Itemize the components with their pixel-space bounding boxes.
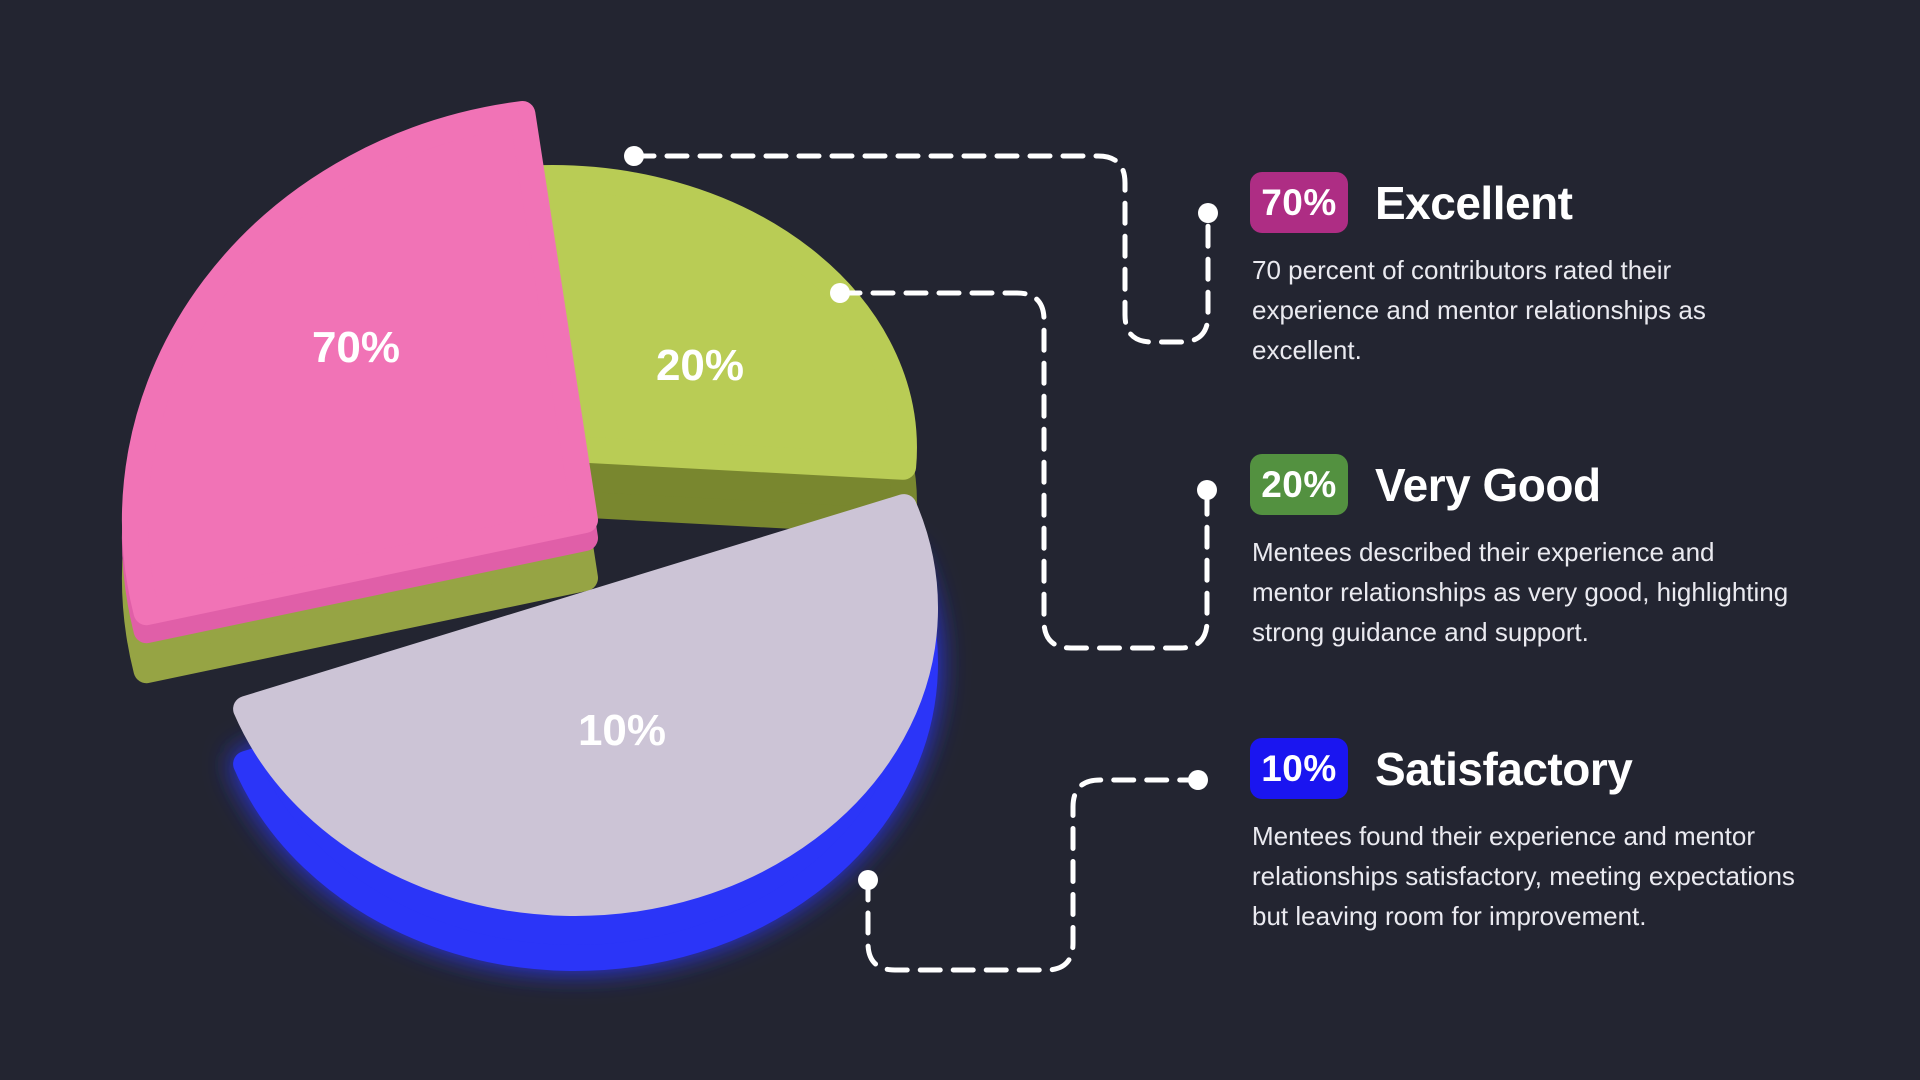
legend-title-satisfactory: Satisfactory: [1375, 742, 1633, 795]
pie-slice-excellent: [121, 101, 598, 626]
connector-line-very-good: [837, 290, 1210, 651]
legend-description-satisfactory: Mentees found their experience and mento…: [1252, 821, 1795, 931]
connector-lines: [624, 146, 1218, 973]
pie-slices: 20% 70% 10%: [121, 101, 939, 971]
legend-header: 10% Satisfactory: [1250, 738, 1810, 799]
pie-slice-satisfactory: [233, 494, 939, 916]
connector-dot: [1198, 203, 1218, 223]
connector-dot: [858, 870, 878, 890]
legend-item-excellent: 70% Excellent 70 percent of contributors…: [1250, 172, 1810, 370]
legend-item-satisfactory: 10% Satisfactory Mentees found their exp…: [1250, 738, 1810, 936]
legend-title-excellent: Excellent: [1375, 176, 1573, 229]
legend-badge-excellent: 70%: [1250, 172, 1348, 233]
legend-description-excellent: 70 percent of contributors rated their e…: [1252, 255, 1706, 365]
connector-dot: [1188, 770, 1208, 790]
connector-dot: [624, 146, 644, 166]
legend-header: 70% Excellent: [1250, 172, 1810, 233]
legend-badge-very-good: 20%: [1250, 454, 1348, 515]
pie-label-excellent: 70%: [312, 323, 400, 372]
connector-dot: [830, 283, 850, 303]
legend-badge-satisfactory: 10%: [1250, 738, 1348, 799]
legend-item-very-good: 20% Very Good Mentees described their ex…: [1250, 454, 1810, 652]
legend-description-very-good: Mentees described their experience and m…: [1252, 537, 1789, 647]
pie-slice-very-good: [520, 165, 917, 480]
connector-dot: [1197, 480, 1217, 500]
legend-title-very-good: Very Good: [1375, 458, 1601, 511]
connector-line-satisfactory: [865, 777, 1199, 973]
connector-line-excellent: [631, 153, 1211, 345]
legend-header: 20% Very Good: [1250, 454, 1810, 515]
pie-label-satisfactory: 10%: [578, 706, 666, 755]
pie-label-very-good: 20%: [656, 341, 744, 390]
